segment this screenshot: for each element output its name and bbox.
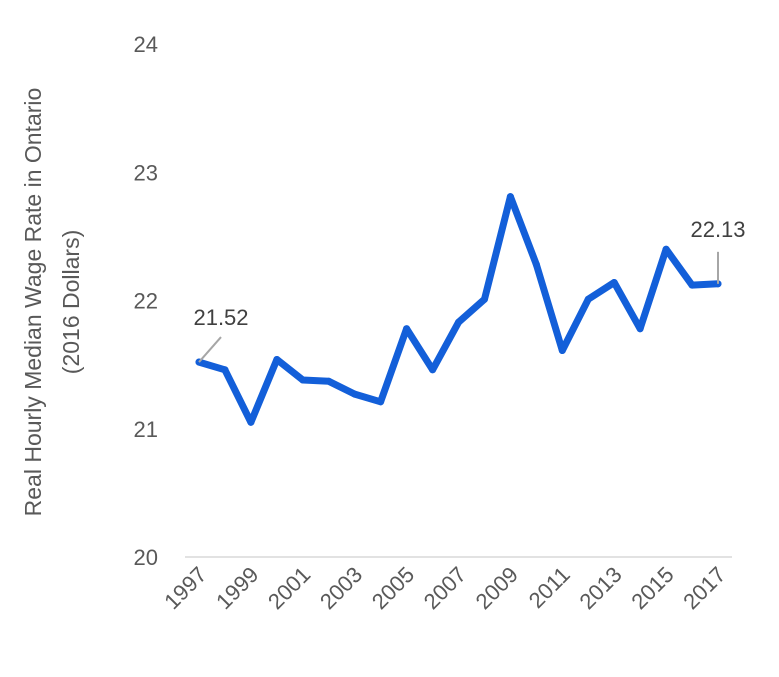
data-point	[429, 366, 437, 374]
data-point	[558, 347, 566, 355]
y-tick-label: 20	[134, 545, 158, 570]
x-tick-label: 1997	[159, 562, 211, 614]
x-tick-label: 2013	[574, 562, 626, 614]
data-point	[455, 318, 462, 326]
x-tick-label: 2007	[419, 562, 471, 614]
data-point	[480, 295, 488, 303]
data-point	[403, 325, 411, 333]
x-tick-label: 2017	[678, 562, 730, 614]
data-point	[299, 376, 307, 384]
data-label-leader	[198, 336, 222, 363]
data-point	[351, 390, 359, 398]
data-point	[662, 245, 670, 253]
data-labels: 21.52 22.13	[193, 217, 746, 363]
y-axis-title-line-1: Real Hourly Median Wage Rate in Ontario	[20, 88, 46, 517]
x-tick-label: 2011	[524, 562, 575, 613]
x-tick-label: 2003	[315, 562, 367, 614]
x-tick-labels: 1997 1999 2001 2003 2005 2007 2009 2011 2013 2015…	[159, 562, 730, 614]
data-point	[688, 281, 696, 289]
y-axis-title-line-2: (2016 Dollars)	[58, 230, 84, 374]
data-point	[221, 366, 229, 374]
data-label-end: 22.13	[690, 217, 745, 242]
wage-series-line	[195, 193, 722, 426]
y-tick-label: 23	[134, 160, 158, 185]
y-tick-label: 22	[134, 289, 158, 314]
data-point	[532, 261, 540, 269]
x-tick-label: 1999	[211, 562, 263, 614]
y-tick-label: 21	[134, 417, 158, 442]
data-points	[195, 193, 722, 426]
y-tick-label: 24	[134, 32, 158, 57]
x-tick-label: 2005	[367, 562, 419, 614]
data-point	[247, 418, 255, 426]
data-point	[325, 377, 333, 385]
x-tick-label: 2009	[471, 562, 523, 614]
data-label-start: 21.52	[193, 305, 248, 330]
data-point	[610, 279, 618, 287]
y-axis-title: Real Hourly Median Wage Rate in Ontario …	[20, 88, 84, 517]
data-point	[377, 398, 385, 406]
x-tick-label: 2015	[626, 562, 678, 614]
data-point	[636, 325, 644, 333]
data-point	[273, 355, 281, 363]
x-tick-label: 2001	[263, 562, 315, 614]
data-point	[506, 193, 514, 201]
data-point	[584, 295, 592, 303]
y-tick-labels: 20 21 22 23 24	[134, 32, 158, 570]
